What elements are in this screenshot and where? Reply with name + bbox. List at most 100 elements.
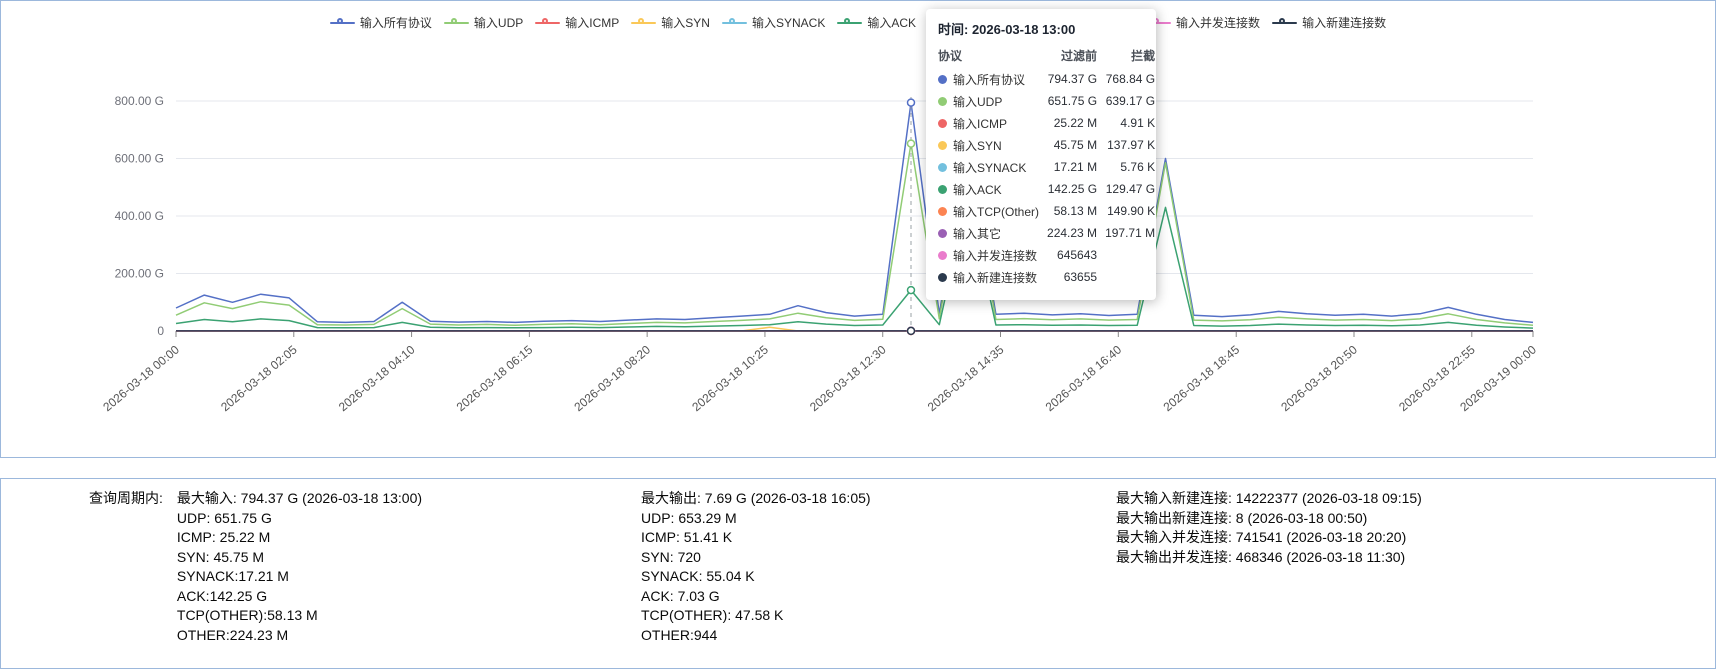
x-axis-label: 2026-03-18 20:50: [1278, 342, 1360, 414]
tooltip-series-name: 输入其它: [953, 226, 1002, 241]
tooltip-row: 输入UDP 651.75 G 639.17 G: [938, 90, 1155, 112]
summary-line: UDP: 651.75 G: [176, 509, 272, 526]
summary-line: SYN: 720: [641, 548, 701, 565]
y-axis-label: 200.00 G: [115, 267, 164, 281]
legend-label: 输入UDP: [473, 16, 524, 30]
legend-line-icon: [837, 17, 863, 28]
tooltip-value-blocked: 768.84 G: [1105, 72, 1156, 86]
tooltip-series-name: 输入并发连接数: [953, 248, 1038, 263]
tooltip-value-blocked: [1097, 244, 1155, 266]
tooltip-row: 输入SYN 45.75 M 137.97 K: [938, 134, 1155, 156]
x-axis-label: 2026-03-18 04:10: [336, 342, 418, 414]
legend-item-synack[interactable]: 输入SYNACK: [721, 14, 826, 31]
chart-tooltip: 时间: 2026-03-18 13:00 协议 过滤前 拦截 输入所有协议 794.37…: [926, 9, 1156, 300]
x-axis-label: 2026-03-18 14:35: [925, 342, 1007, 414]
summary-line: 最大输出并发连接: 468346 (2026-03-18 11:30): [1116, 548, 1406, 565]
legend-line-icon: [721, 17, 747, 28]
legend-label: 输入SYNACK: [751, 16, 826, 30]
summary-line: ACK: 7.03 G: [641, 587, 720, 604]
summary-line: TCP(OTHER): 47.58 K: [641, 607, 784, 623]
series-color-dot: [938, 206, 947, 216]
series-line-ack: [175, 195, 1534, 329]
legend-line-icon: [443, 17, 469, 28]
summary-line: ACK:142.25 G: [176, 587, 268, 604]
legend-line-icon: [535, 17, 561, 28]
hover-marker-udp: [906, 139, 916, 148]
tooltip-value-before: 645643: [1057, 248, 1098, 262]
series-color-dot: [938, 184, 947, 194]
tooltip-value-blocked: 197.71 M: [1105, 226, 1156, 240]
x-axis-label: 2026-03-18 02:05: [218, 342, 300, 414]
legend-item-new_conn[interactable]: 输入新建连接数: [1272, 14, 1386, 31]
legend-label: 输入并发连接数: [1176, 16, 1261, 30]
summary-line: 最大输入: 794.37 G (2026-03-18 13:00): [176, 490, 423, 506]
legend-label: 输入ACK: [867, 16, 917, 30]
tooltip-value-blocked: 149.90 K: [1107, 204, 1156, 218]
hover-marker-ack: [906, 285, 916, 295]
tooltip-value-before: 63655: [1063, 270, 1098, 284]
summary-line: SYN: 45.75 M: [176, 548, 265, 565]
series-color-dot: [938, 250, 947, 260]
tooltip-value-before: 224.23 M: [1047, 226, 1098, 240]
tooltip-row: 输入ICMP 25.22 M 4.91 K: [938, 112, 1155, 134]
tooltip-value-blocked: 5.76 K: [1120, 160, 1156, 174]
x-axis-label: 2026-03-18 16:40: [1043, 342, 1125, 414]
tooltip-row: 输入ACK 142.25 G 129.47 G: [938, 178, 1155, 200]
traffic-chart[interactable]: 800.00 G 600.00 G 400.00 G 200.00 G 0 2026-03…: [1, 1, 1715, 457]
summary-line: TCP(OTHER):58.13 M: [176, 607, 318, 623]
y-axis-label: 800.00 G: [115, 94, 164, 108]
x-axis-label: 2026-03-18 08:20: [571, 342, 653, 414]
tooltip-column-header: 协议: [938, 49, 963, 63]
legend-item-udp[interactable]: 输入UDP: [443, 14, 524, 31]
tooltip-series-name: 输入ACK: [953, 182, 1002, 197]
series-color-dot: [938, 140, 947, 150]
tooltip-value-before: 45.75 M: [1053, 138, 1098, 152]
x-axis-label: 2026-03-18 06:15: [454, 342, 536, 414]
y-axis-label: 0: [157, 324, 164, 338]
legend-label: 输入所有协议: [359, 16, 432, 30]
legend-line-icon: [631, 17, 657, 28]
series-color-dot: [938, 96, 947, 106]
tooltip-series-name: 输入TCP(Other): [953, 204, 1040, 219]
tooltip-series-name: 输入UDP: [953, 94, 1003, 109]
tooltip-row: 输入并发连接数 645643: [938, 244, 1155, 266]
hover-marker-new_conn: [906, 326, 916, 336]
summary-line: 最大输入并发连接: 741541 (2026-03-18 20:20): [1116, 529, 1407, 545]
traffic-chart-panel: 输入所有协议输入UDP输入ICMP输入SYN输入SYNACK输入ACK输入TCP…: [0, 0, 1716, 458]
summary-line: 最大输入新建连接: 14222377 (2026-03-18 09:15): [1116, 490, 1422, 506]
y-axis-label: 400.00 G: [115, 209, 164, 223]
tooltip-row: 输入SYNACK 17.21 M 5.76 K: [938, 156, 1155, 178]
legend-item-icmp[interactable]: 输入ICMP: [535, 14, 619, 31]
hover-marker-all: [906, 98, 916, 107]
summary-line: OTHER:224.23 M: [176, 626, 289, 643]
summary-line: 最大输出新建连接: 8 (2026-03-18 00:50): [1116, 509, 1368, 526]
legend-label: 输入ICMP: [565, 16, 620, 30]
y-axis-label: 600.00 G: [115, 152, 164, 166]
legend-item-all[interactable]: 输入所有协议: [329, 14, 432, 31]
tooltip-value-before: 794.37 G: [1047, 72, 1098, 86]
summary-line: SYNACK: 55.04 K: [641, 568, 755, 584]
summary-line: UDP: 653.29 M: [641, 509, 737, 526]
tooltip-row: 输入新建连接数 63655: [938, 266, 1155, 288]
series-color-dot: [938, 118, 947, 128]
legend-item-syn[interactable]: 输入SYN: [631, 14, 710, 31]
summary-connections-max: 最大输入新建连接: 14222377 (2026-03-18 09:15) 最大输…: [1116, 489, 1422, 567]
summary-line: SYNACK:17.21 M: [176, 568, 289, 584]
summary-input-group: 查询周期内: 最大输入: 794.37 G (2026-03-18 13:00)…: [89, 489, 641, 645]
tooltip-value-before: 58.13 M: [1053, 204, 1098, 218]
chart-legend: 输入所有协议输入UDP输入ICMP输入SYN输入SYNACK输入ACK输入TCP…: [1, 14, 1715, 31]
tooltip-value-blocked: 639.17 G: [1105, 94, 1156, 108]
series-color-dot: [938, 272, 947, 282]
summary-line: OTHER:944: [641, 626, 718, 643]
summary-prefix: 查询周期内:: [89, 490, 163, 506]
series-color-dot: [938, 74, 947, 84]
legend-item-ack[interactable]: 输入ACK: [837, 14, 916, 31]
tooltip-series-name: 输入ICMP: [953, 116, 1008, 131]
legend-item-concurrent[interactable]: 输入并发连接数: [1146, 14, 1260, 31]
tooltip-value-before: 651.75 G: [1047, 94, 1098, 108]
tooltip-series-name: 输入SYN: [953, 138, 1002, 153]
legend-line-icon: [329, 17, 355, 28]
legend-line-icon: [1272, 17, 1298, 28]
summary-output-group: 最大输出: 7.69 G (2026-03-18 16:05) UDP: 653.…: [641, 489, 1116, 645]
tooltip-value-before: 25.22 M: [1053, 116, 1098, 130]
